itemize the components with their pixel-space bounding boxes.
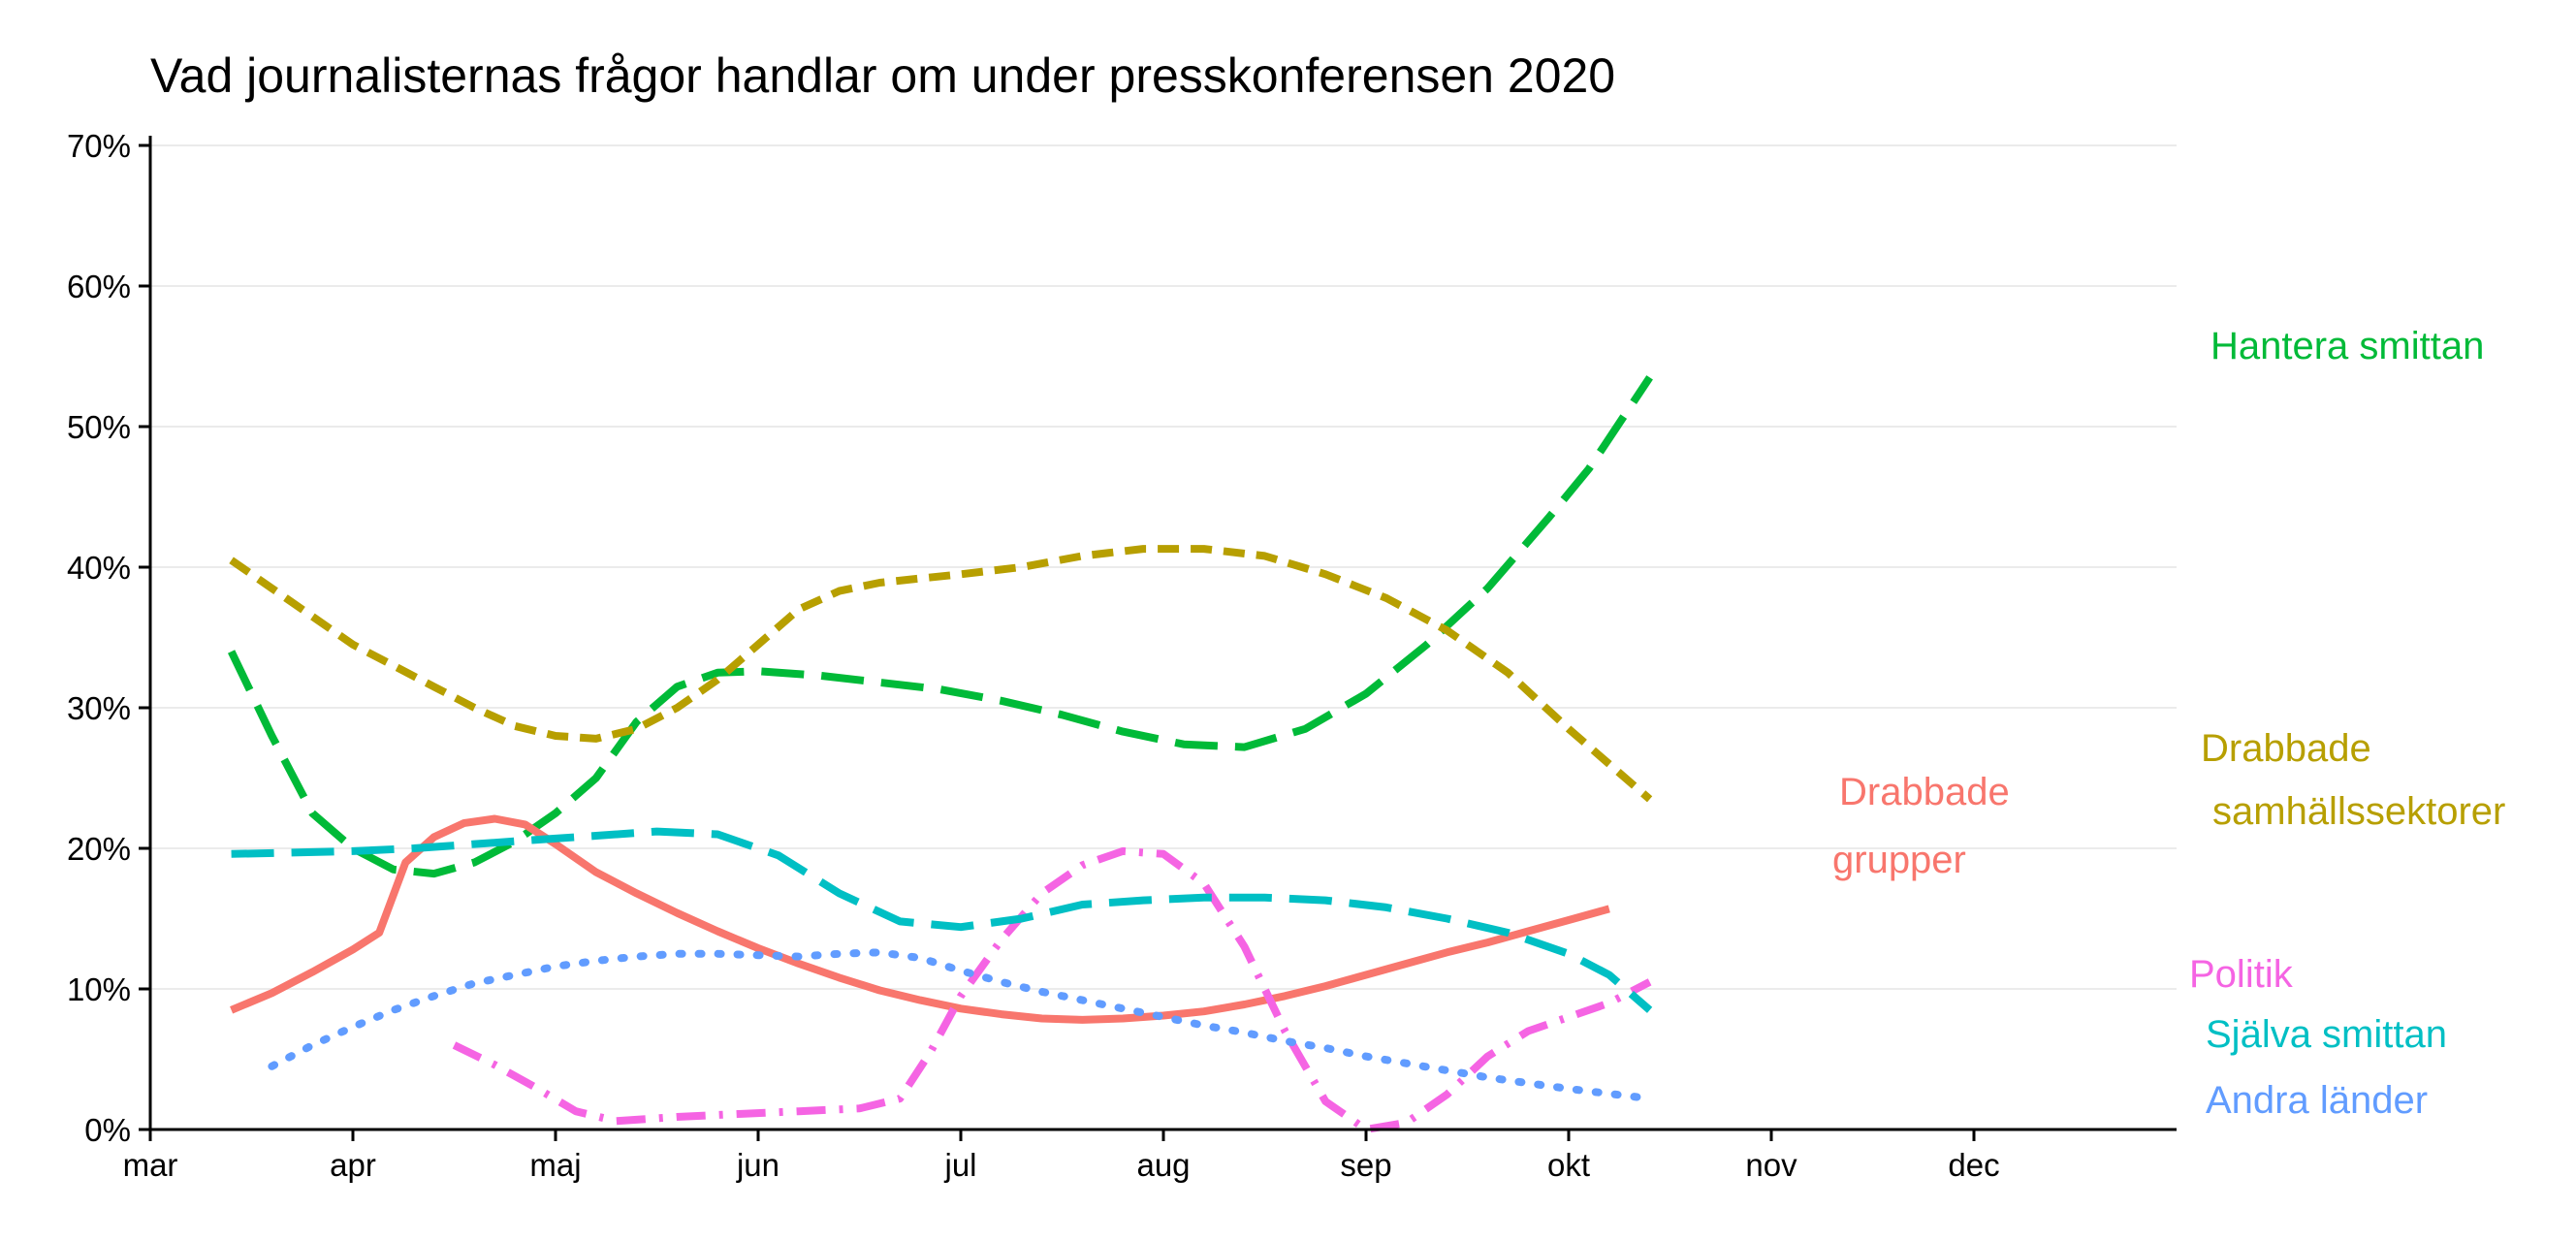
x-tick-label-dec: dec (1948, 1147, 1999, 1183)
series-label-line: Drabbade (1839, 771, 2010, 813)
series-label-hantera: Hantera smittan (2210, 325, 2484, 367)
x-tick-label-aug: aug (1136, 1147, 1190, 1183)
series-label-line: samhällssektorer (2212, 790, 2505, 833)
chart-title: Vad journalisternas frågor handlar om un… (150, 48, 1615, 103)
series-label-line: Drabbade (2201, 727, 2371, 770)
series-line-drabbade_sektorer (229, 545, 1653, 803)
x-tick-label-maj: maj (529, 1147, 581, 1183)
x-tick-label-sep: sep (1340, 1147, 1391, 1183)
y-tick-label-5: 50% (67, 409, 131, 445)
y-tick-label-0: 0% (84, 1112, 131, 1148)
x-tick-label-jul: jul (943, 1147, 976, 1183)
series-label-sjalva: Själva smittan (2206, 1013, 2447, 1056)
series-label-andra: Andra länder (2206, 1079, 2428, 1122)
gridlines (150, 144, 2177, 1130)
axes (148, 136, 2177, 1131)
x-tick-label-nov: nov (1745, 1147, 1797, 1183)
series-line-sjalva (231, 827, 1653, 1013)
y-tick-label-4: 40% (67, 550, 131, 586)
series-label-politik: Politik (2189, 953, 2294, 996)
series-lines (227, 375, 1654, 1133)
series-label-line: Själva smittan (2206, 1013, 2447, 1056)
series-label-drabbade_grupper: Drabbade grupper (1832, 771, 2010, 881)
series-label-line: Andra länder (2206, 1079, 2428, 1122)
x-axis-ticks: mar apr maj jun jul aug sep okt nov dec (123, 1130, 2000, 1183)
series-label-line: Hantera smittan (2210, 325, 2484, 367)
y-tick-label-3: 30% (67, 690, 131, 726)
x-tick-label-okt: okt (1547, 1147, 1590, 1183)
x-tick-label-mar: mar (123, 1147, 178, 1183)
y-axis-ticks: 0% 10% 20% 30% 40% 50% 60% 70% (67, 128, 150, 1148)
series-line-politik (452, 846, 1652, 1133)
y-tick-label-6: 60% (67, 269, 131, 304)
series-label-line: grupper (1832, 839, 1966, 881)
series-label-drabbade_sektorer: Drabbade samhällssektorer (2201, 727, 2505, 833)
y-tick-label-2: 20% (67, 831, 131, 867)
series-line-andra (268, 948, 1654, 1103)
y-tick-label-7: 70% (67, 128, 131, 164)
y-tick-label-1: 10% (67, 971, 131, 1007)
series-line-drabbade_grupper (230, 814, 1610, 1024)
x-tick-label-apr: apr (330, 1147, 376, 1183)
series-line-hantera (227, 375, 1653, 878)
x-tick-label-jun: jun (736, 1147, 779, 1183)
series-label-line: Politik (2189, 953, 2294, 996)
